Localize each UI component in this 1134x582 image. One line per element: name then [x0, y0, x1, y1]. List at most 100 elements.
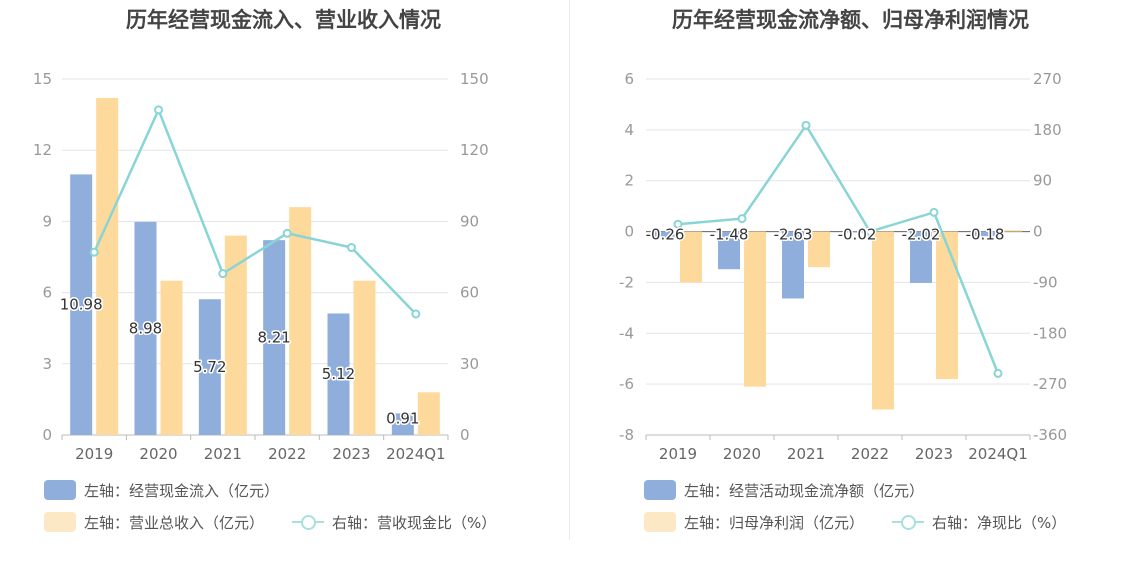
line-point [673, 219, 683, 229]
legend-line-icon [892, 512, 924, 532]
bar-series1 [654, 231, 676, 239]
legend-swatch [44, 512, 76, 532]
right-axis-tick-label: 120 [460, 141, 489, 159]
legend-item-revenue[interactable]: 左轴：营业总收入（亿元） [44, 511, 264, 533]
right-axis-tick-label: -270 [1033, 375, 1067, 393]
bar-series1 [198, 299, 221, 435]
left-axis-tick-label: 6 [624, 70, 634, 88]
left-axis-tick-label: -8 [619, 426, 634, 444]
left-axis-tick-label: 12 [33, 141, 52, 159]
left-axis-tick-label: 0 [624, 223, 634, 241]
x-axis-tick-label: 2021 [787, 445, 825, 463]
x-axis-tick-label: 2021 [204, 445, 242, 463]
legend-label: 右轴：净现比（%） [932, 513, 1067, 532]
line-point [89, 247, 99, 257]
bar-series1 [134, 221, 157, 435]
x-axis-tick-label: 2022 [851, 445, 889, 463]
x-axis-tick-label: 2022 [268, 445, 306, 463]
data-label: 0.91 [386, 409, 419, 427]
left-axis-tick-label: -6 [619, 375, 634, 393]
bar-series2 [96, 97, 119, 435]
bar-series1 [846, 231, 868, 233]
legend-swatch [644, 512, 676, 532]
right-axis-tick-label: 30 [460, 355, 479, 373]
legend-item-net-cash-ratio[interactable]: 右轴：净现比（%） [892, 511, 1066, 533]
bar-series2 [160, 280, 183, 435]
bar-series2 [224, 235, 247, 435]
chart-plot-area: -8 -6 -4 -2 0 2 4 6 -360 -270 -180 -90 0 90 180 270 2019… [619, 70, 1067, 463]
legend-item-net-cash-flow[interactable]: 左轴：经营活动现金流净额（亿元） [644, 479, 924, 501]
x-axis-tick-label: 2024Q1 [968, 445, 1028, 463]
line-point [929, 207, 939, 217]
bar-series2 [1000, 230, 1022, 232]
legend-item-net-profit[interactable]: 左轴：归母净利润（亿元） [644, 511, 864, 533]
x-axis-tick-label: 2023 [915, 445, 953, 463]
chart-panel-cash-inflow: 历年经营现金流入、营业收入情况 0 3 6 9 12 15 0 30 60 90 120 150 201… [33, 8, 496, 533]
x-axis-tick-label: 2020 [723, 445, 761, 463]
data-label: -1.48 [710, 226, 749, 244]
bar-series2 [872, 231, 894, 410]
legend-label: 右轴：营收现金比（%） [332, 513, 497, 532]
x-axis-tick-label: 2023 [332, 445, 370, 463]
data-label: -2.63 [774, 226, 813, 244]
bar-series2 [936, 231, 958, 380]
left-axis-tick-label: -4 [619, 324, 634, 342]
legend-swatch [644, 480, 676, 500]
right-axis-tick-label: 0 [460, 426, 470, 444]
legend-label: 左轴：归母净利润（亿元） [684, 513, 865, 532]
chart-panel-net-cash-flow: 历年经营现金流净额、归母净利润情况 -8 -6 -4 -2 0 2 4 6 -360 -270 -1… [567, 0, 1134, 582]
bar-series1 [718, 231, 740, 270]
bar-series2 [680, 231, 702, 283]
line-point [218, 269, 228, 279]
line-point [411, 309, 421, 319]
left-axis-tick-label: 4 [624, 121, 634, 139]
left-axis-tick-label: 9 [42, 212, 52, 230]
legend-label: 左轴：经营现金流入（亿元） [84, 481, 280, 500]
right-axis-tick-label: -90 [1033, 273, 1058, 291]
data-label: 5.72 [193, 358, 226, 376]
line-series [677, 123, 1000, 374]
bar-series2 [289, 207, 312, 435]
left-axis-tick-label: 0 [42, 426, 52, 444]
chart-title: 历年经营现金流净额、归母净利润情况 [672, 8, 1029, 32]
line-point [801, 120, 811, 130]
bar-series1 [70, 174, 93, 435]
line-point [347, 243, 356, 253]
panel-divider [569, 0, 570, 540]
bar-series2 [808, 231, 830, 268]
line-point [737, 214, 747, 224]
legend-item-cash-ratio[interactable]: 右轴：营收现金比（%） [292, 511, 496, 533]
right-axis-tick-label: 90 [1033, 172, 1052, 190]
legend-label: 左轴：经营活动现金流净额（亿元） [684, 481, 925, 500]
line-point [993, 368, 1003, 378]
data-label: -0.26 [646, 226, 685, 244]
bar-series1 [974, 231, 996, 237]
legend-line-icon [292, 512, 324, 532]
line-point [865, 227, 875, 237]
data-label: -0.02 [838, 226, 877, 244]
legend-item-cash-inflow[interactable]: 左轴：经营现金流入（亿元） [44, 479, 279, 501]
left-axis-tick-label: 2 [624, 172, 634, 190]
left-axis-tick-label: 3 [42, 355, 52, 373]
left-axis-tick-label: 6 [42, 284, 52, 302]
x-axis-tick-label: 2019 [659, 445, 697, 463]
legend-label: 左轴：营业总收入（亿元） [84, 513, 265, 532]
x-axis-tick-label: 2020 [139, 445, 177, 463]
line-point [154, 105, 163, 115]
right-axis-tick-label: 180 [1033, 121, 1062, 139]
chart-title: 历年经营现金流入、营业收入情况 [126, 8, 441, 32]
data-label: 8.21 [257, 329, 290, 347]
right-axis-tick-label: -360 [1033, 426, 1067, 444]
data-label: -0.18 [966, 226, 1005, 244]
bar-series1 [910, 231, 932, 283]
line-series [93, 106, 417, 315]
data-label: 5.12 [322, 365, 355, 383]
line-point [282, 228, 292, 238]
right-axis-tick-label: 0 [1033, 223, 1043, 241]
x-axis-tick-label: 2019 [75, 445, 113, 463]
data-label: -2.02 [902, 226, 941, 244]
bar-series1 [391, 413, 414, 435]
data-label: 8.98 [129, 319, 162, 337]
bar-series1 [263, 240, 286, 435]
